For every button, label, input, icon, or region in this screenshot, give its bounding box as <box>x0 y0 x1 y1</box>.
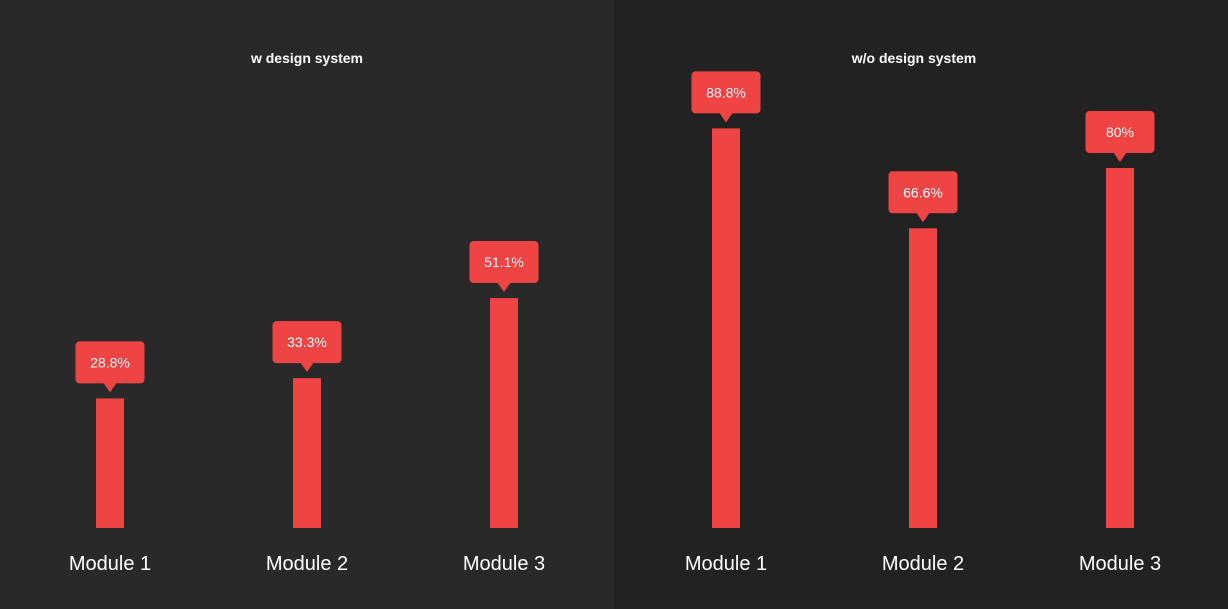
chart-marks: 88.8% Module 1 66.6% Module 2 80% Module 3 <box>685 71 1161 575</box>
data-label: 33.3% <box>287 334 327 350</box>
category-label: Module 2 <box>266 553 348 575</box>
value-callout <box>469 241 539 284</box>
category-label: Module 2 <box>882 553 964 575</box>
value-callout-pointer <box>103 382 117 393</box>
value-callout <box>888 171 958 214</box>
value-callout-pointer <box>1113 152 1127 162</box>
bar <box>712 128 740 528</box>
data-label: 88.8% <box>706 84 746 100</box>
value-callout <box>75 341 145 384</box>
bar <box>96 398 124 528</box>
value-callout <box>272 321 342 364</box>
category-label: Module 1 <box>69 553 151 575</box>
bar-chart-with-design-system: w design system 28.8% Module 1 33.3% Module… <box>68 50 546 575</box>
value-callout <box>1085 111 1155 153</box>
data-label: 66.6% <box>903 184 943 200</box>
bar-chart-without-design-system: w/o design system 88.8% Module 1 66.6% Modu… <box>614 0 1228 609</box>
chart-title: w/o design system <box>851 50 976 66</box>
value-callout-pointer <box>497 282 511 293</box>
data-label: 80% <box>1106 124 1134 140</box>
data-label: 28.8% <box>90 354 130 370</box>
value-callout-pointer <box>719 112 733 123</box>
chart-marks: 28.8% Module 1 33.3% Module 2 51.1% Module 3 <box>69 241 545 575</box>
chart-title: w design system <box>250 50 363 66</box>
category-label: Module 3 <box>1079 553 1161 575</box>
bar <box>909 228 937 529</box>
bar <box>490 298 518 528</box>
chart-panel-with-design-system: w design system 28.8% Module 1 33.3% Module… <box>68 50 546 575</box>
value-callout-pointer <box>916 212 930 223</box>
value-callout-pointer <box>300 362 314 373</box>
chart-panel-without-design-system: w/o design system 88.8% Module 1 66.6% Modu… <box>614 0 1228 609</box>
value-callout <box>691 71 761 114</box>
bar <box>293 378 321 528</box>
bar <box>1106 168 1134 528</box>
data-label: 51.1% <box>484 254 524 270</box>
category-label: Module 3 <box>463 553 545 575</box>
category-label: Module 1 <box>685 553 767 575</box>
